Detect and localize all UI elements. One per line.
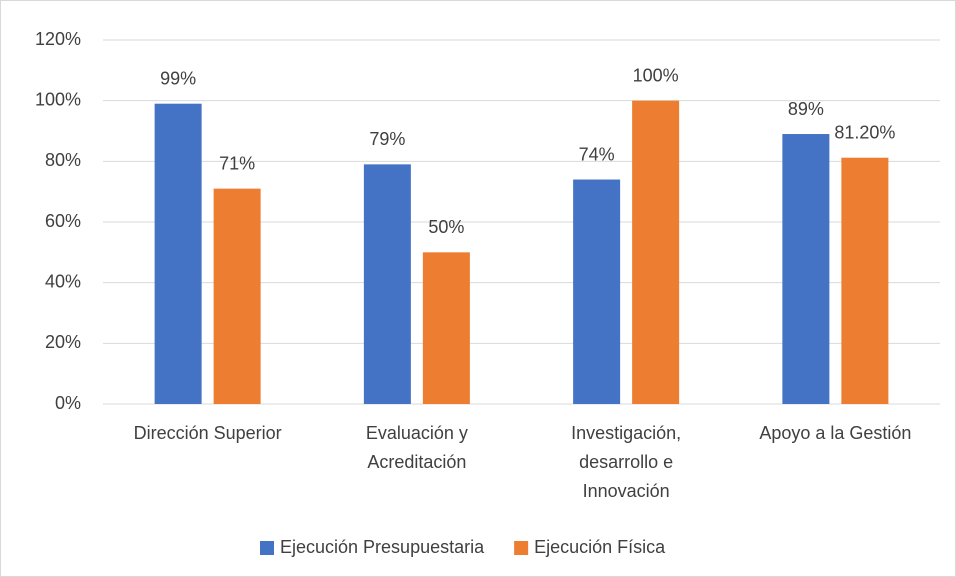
bar <box>422 252 470 404</box>
data-label: 100% <box>633 65 679 85</box>
bar <box>782 134 830 405</box>
x-tick-label: Dirección Superior <box>134 423 282 443</box>
legend-marker <box>260 541 274 555</box>
data-label: 50% <box>428 217 464 237</box>
bar <box>841 157 889 404</box>
y-tick-label: 60% <box>45 211 81 231</box>
data-label: 81.20% <box>834 122 895 142</box>
y-tick-label: 0% <box>55 393 81 413</box>
y-tick-label: 120% <box>35 29 81 49</box>
data-label: 74% <box>579 144 615 164</box>
legend-label: Ejecución Presupuestaria <box>280 537 485 557</box>
data-label: 89% <box>788 99 824 119</box>
x-tick-label: Evaluación y Acreditación <box>366 423 468 472</box>
bar <box>213 188 261 404</box>
legend-label: Ejecución Física <box>534 537 666 557</box>
legend-marker <box>514 541 529 555</box>
data-label: 99% <box>160 68 196 88</box>
y-tick-label: 80% <box>45 150 81 170</box>
bar <box>363 164 411 404</box>
data-label: 71% <box>219 153 255 173</box>
bar <box>154 103 202 404</box>
y-tick-label: 100% <box>35 89 81 109</box>
y-tick-label: 20% <box>45 332 81 352</box>
bar <box>632 100 680 405</box>
y-tick-label: 40% <box>45 271 81 291</box>
bar <box>573 179 621 404</box>
x-tick-label: Investigación, desarrollo e Innovación <box>571 423 681 501</box>
data-label: 79% <box>369 129 405 149</box>
x-tick-label: Apoyo a la Gestión <box>759 423 911 443</box>
